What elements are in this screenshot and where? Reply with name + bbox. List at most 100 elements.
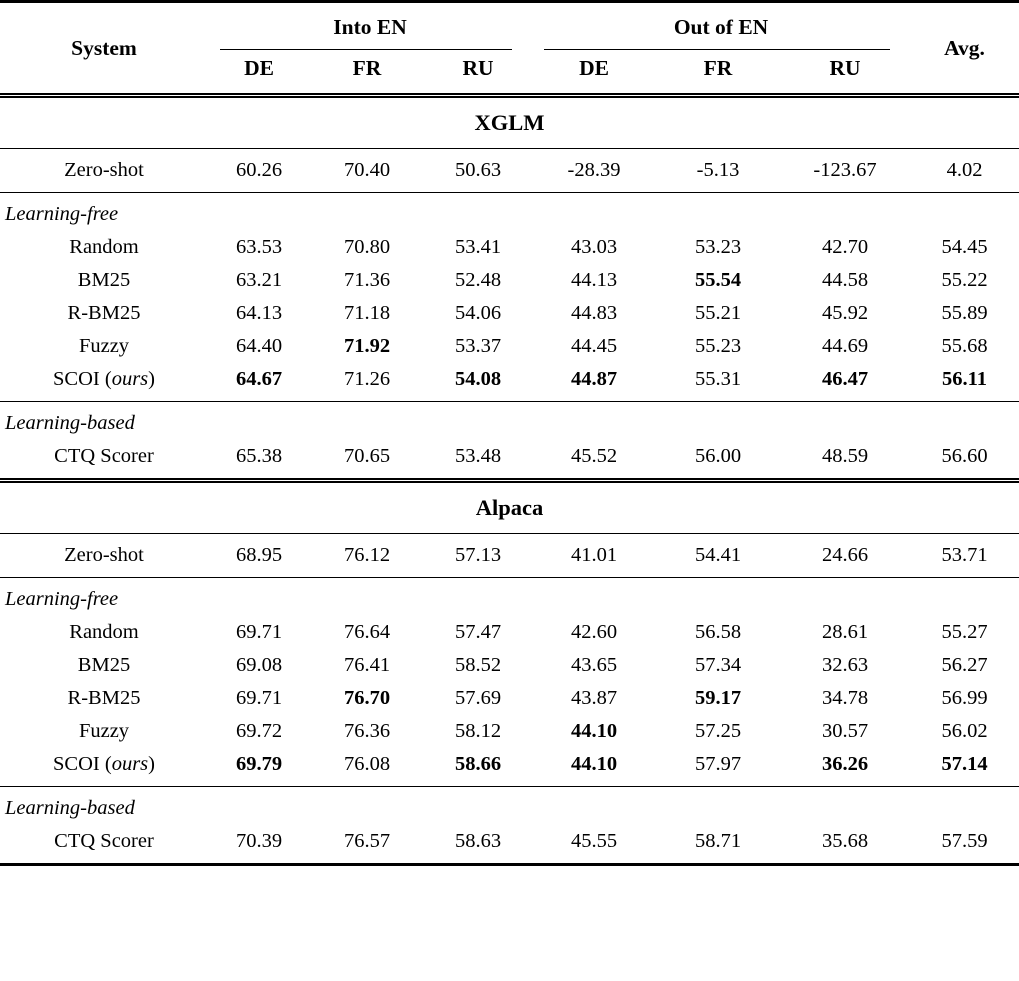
group-label: Learning-based — [5, 797, 135, 819]
ours-marker: ours — [111, 368, 149, 390]
value-cell: 69.72 — [235, 720, 283, 742]
value-cell: 65.38 — [235, 445, 283, 467]
table-row: BM25 69.08 76.41 58.52 43.65 57.34 32.63 56.27 — [0, 649, 1019, 682]
section-alpaca: Alpaca — [0, 481, 1019, 534]
value-cell: 71.18 — [343, 302, 391, 324]
value-cell: 4.02 — [946, 159, 983, 181]
value-cell: 43.03 — [570, 236, 618, 258]
row-label: SCOI (ours) — [53, 753, 155, 775]
row-label: Zero-shot — [64, 159, 144, 181]
table-row: SCOI (ours) 64.67 71.26 54.08 44.87 55.31 46.4… — [0, 363, 1019, 402]
group-label-row: Learning-based — [0, 402, 1019, 441]
row-label: BM25 — [77, 269, 131, 291]
value-cell: 76.70 — [343, 687, 391, 709]
value-cell: 71.92 — [343, 335, 391, 357]
value-cell: 63.21 — [235, 269, 283, 291]
value-cell: 50.63 — [454, 159, 502, 181]
value-cell: 56.60 — [941, 445, 988, 467]
value-cell: 44.45 — [570, 335, 618, 357]
value-cell: 35.68 — [821, 830, 869, 852]
value-cell: 53.48 — [454, 445, 502, 467]
column-header-into-fr: FR — [352, 56, 382, 80]
column-header-system: System — [71, 35, 137, 60]
value-cell: 58.66 — [454, 753, 502, 775]
value-cell: 76.36 — [343, 720, 391, 742]
value-cell: 69.79 — [235, 753, 283, 775]
value-cell: 41.01 — [570, 544, 618, 566]
section-xglm: XGLM — [0, 96, 1019, 149]
value-cell: 57.25 — [694, 720, 742, 742]
column-header-out-ru: RU — [829, 56, 861, 80]
value-cell: 55.27 — [941, 621, 988, 643]
value-cell: 55.22 — [941, 269, 988, 291]
table-row: SCOI (ours) 69.79 76.08 58.66 44.10 57.97 36.2… — [0, 748, 1019, 787]
value-cell: 69.71 — [235, 621, 283, 643]
table-row: Zero-shot 60.26 70.40 50.63 -28.39 -5.13 -123.… — [0, 149, 1019, 193]
row-label: R-BM25 — [67, 302, 141, 324]
value-cell: -123.67 — [813, 159, 877, 181]
value-cell: 42.60 — [570, 621, 618, 643]
value-cell: 54.45 — [941, 236, 988, 258]
value-cell: 57.97 — [694, 753, 742, 775]
value-cell: 57.59 — [941, 830, 988, 852]
value-cell: 56.99 — [941, 687, 988, 709]
value-cell: 36.26 — [821, 753, 869, 775]
value-cell: 55.54 — [694, 269, 742, 291]
row-label: SCOI (ours) — [53, 368, 155, 390]
value-cell: 58.71 — [694, 830, 742, 852]
group-learning-based: Learning-based CTQ Scorer 70.39 76.57 58.63 4… — [0, 786, 1019, 865]
table-row: Random 69.71 76.64 57.47 42.60 56.58 28.61 55.2… — [0, 616, 1019, 649]
value-cell: 55.31 — [694, 368, 742, 390]
value-cell: 30.57 — [821, 720, 869, 742]
value-cell: 57.47 — [454, 621, 502, 643]
value-cell: 53.37 — [454, 335, 502, 357]
group-zero-shot: Zero-shot 60.26 70.40 50.63 -28.39 -5.13 -123.… — [0, 148, 1019, 193]
header-row-langs: DE FR RU DE FR RU — [0, 54, 1019, 96]
column-header-out-fr: FR — [703, 56, 733, 80]
table-row: CTQ Scorer 70.39 76.57 58.63 45.55 58.71 35.68… — [0, 825, 1019, 865]
group-label-row: Learning-free — [0, 578, 1019, 617]
value-cell: 56.11 — [942, 368, 988, 390]
ours-marker: ours — [111, 753, 149, 775]
value-cell: 44.13 — [570, 269, 618, 291]
column-header-into-de: DE — [244, 56, 274, 80]
value-cell: 71.36 — [343, 269, 391, 291]
value-cell: 55.68 — [941, 335, 988, 357]
value-cell: 44.83 — [570, 302, 618, 324]
table-row: Random 63.53 70.80 53.41 43.03 53.23 42.70 54.4… — [0, 231, 1019, 264]
value-cell: 44.58 — [821, 269, 869, 291]
section-title: Alpaca — [475, 495, 544, 520]
value-cell: 70.40 — [343, 159, 391, 181]
value-cell: 76.57 — [343, 830, 391, 852]
table-row: CTQ Scorer 65.38 70.65 53.48 45.52 56.00 48.59… — [0, 440, 1019, 481]
value-cell: 42.70 — [821, 236, 869, 258]
value-cell: 45.55 — [570, 830, 618, 852]
value-cell: 57.34 — [694, 654, 742, 676]
row-label: R-BM25 — [67, 687, 141, 709]
value-cell: 71.26 — [343, 368, 391, 390]
value-cell: 76.64 — [343, 621, 391, 643]
value-cell: 55.21 — [694, 302, 742, 324]
value-cell: 56.58 — [694, 621, 742, 643]
value-cell: 56.27 — [941, 654, 988, 676]
value-cell: -5.13 — [696, 159, 740, 181]
value-cell: 43.87 — [570, 687, 618, 709]
value-cell: 69.71 — [235, 687, 283, 709]
section-title-row: XGLM — [0, 96, 1019, 149]
group-label-row: Learning-free — [0, 193, 1019, 232]
value-cell: 24.66 — [821, 544, 869, 566]
row-label: CTQ Scorer — [54, 445, 154, 467]
value-cell: 55.23 — [694, 335, 742, 357]
value-cell: 76.08 — [343, 753, 391, 775]
value-cell: 45.92 — [821, 302, 869, 324]
group-label: Learning-free — [5, 203, 119, 225]
value-cell: 54.06 — [454, 302, 502, 324]
section-title-row: Alpaca — [0, 481, 1019, 534]
value-cell: 45.52 — [570, 445, 618, 467]
value-cell: 54.41 — [694, 544, 742, 566]
row-label: Random — [69, 621, 139, 643]
value-cell: 76.12 — [343, 544, 391, 566]
column-header-into-ru: RU — [462, 56, 494, 80]
group-learning-free: Learning-free Random 69.71 76.64 57.47 42.60 5… — [0, 577, 1019, 787]
column-header-out-de: DE — [579, 56, 609, 80]
